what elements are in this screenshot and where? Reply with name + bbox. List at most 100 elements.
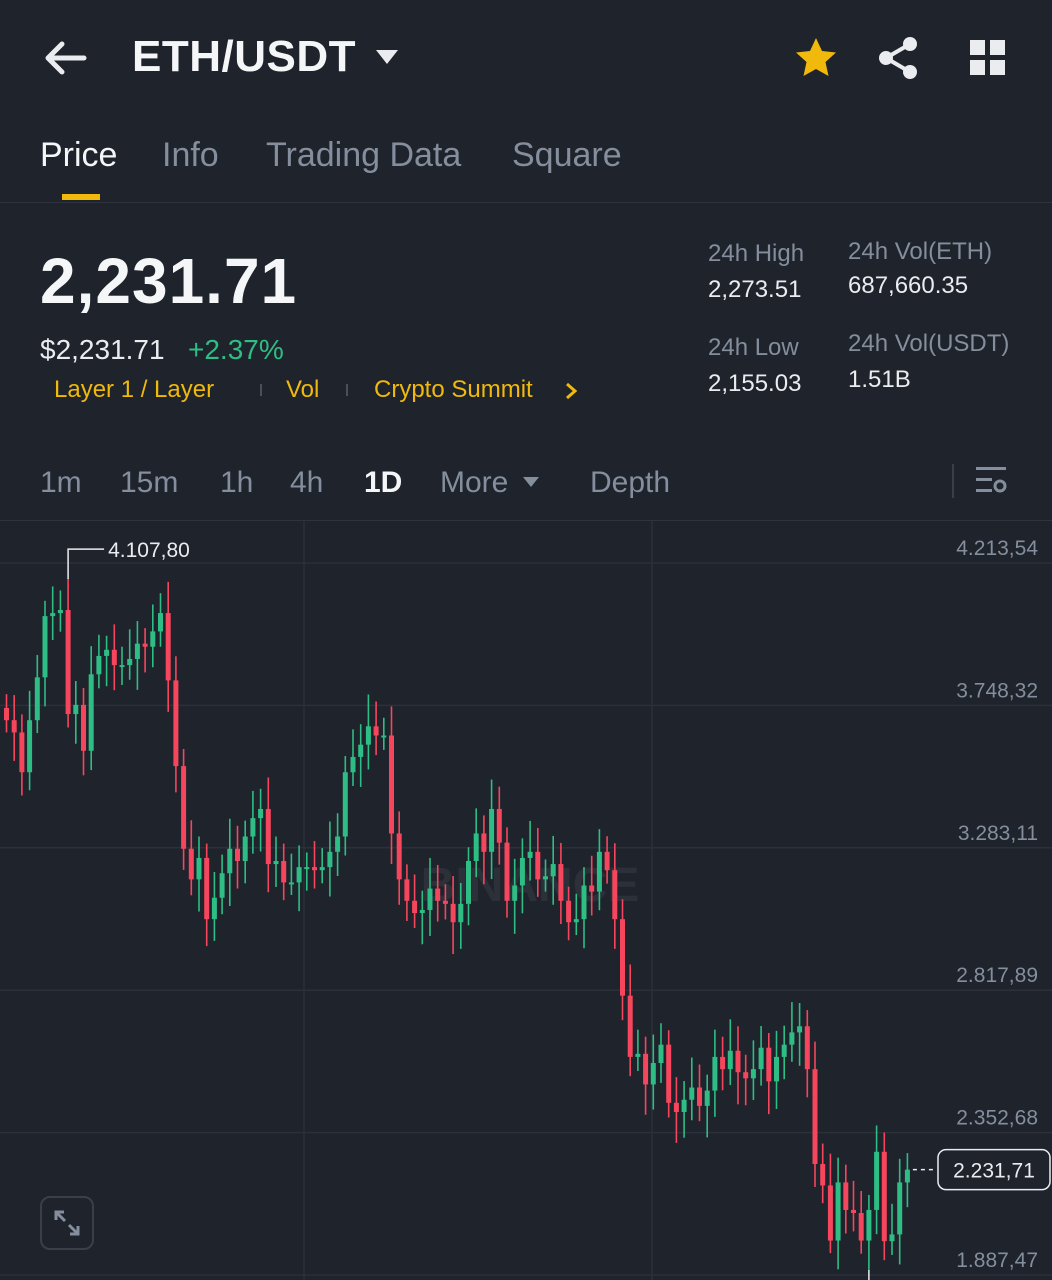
candle-body xyxy=(88,674,94,751)
candle-body xyxy=(627,995,633,1057)
vol-base-label: 24h Vol(ETH) xyxy=(848,238,993,265)
candle-body xyxy=(527,851,533,858)
candle-body xyxy=(697,1087,702,1106)
chevron-right-icon[interactable] xyxy=(564,382,578,400)
caret-down-icon[interactable] xyxy=(522,476,540,488)
candle-body xyxy=(820,1164,826,1186)
candle-body xyxy=(281,860,287,883)
candle-body xyxy=(273,860,279,865)
candle-body xyxy=(134,643,140,659)
candle-body xyxy=(766,1047,772,1082)
candle-body xyxy=(758,1047,764,1070)
candle-body xyxy=(658,1044,664,1064)
candle-body xyxy=(450,903,456,923)
last-price: 2,231.71 xyxy=(40,245,298,317)
candle-body xyxy=(396,833,402,880)
candle-body xyxy=(150,631,156,647)
candle-body xyxy=(897,1182,903,1235)
candle-body xyxy=(235,848,240,861)
chart-markers: 4.107,80 1.993,20 2.231,71 xyxy=(67,539,1051,1280)
depth-tab[interactable]: Depth xyxy=(590,466,671,499)
y-tick-label: 2.817,89 xyxy=(956,964,1038,987)
low-value: 2,155.03 xyxy=(708,370,802,397)
candle-body xyxy=(835,1182,841,1241)
candle-body xyxy=(319,867,325,871)
candle-body xyxy=(673,1102,679,1112)
candle-body xyxy=(419,909,425,914)
expand-button[interactable] xyxy=(40,1196,94,1250)
candle-body xyxy=(435,888,441,901)
candle-body xyxy=(858,1213,864,1241)
tab-trading-data[interactable]: Trading Data xyxy=(266,136,462,174)
tag-divider xyxy=(346,384,348,396)
candle-body xyxy=(57,609,63,614)
candle-body xyxy=(804,1026,810,1070)
interval-15m[interactable]: 15m xyxy=(120,466,179,499)
candle-body xyxy=(866,1209,872,1241)
grid-icon[interactable] xyxy=(968,38,1008,78)
candle-body xyxy=(889,1234,895,1242)
candle-body xyxy=(596,851,602,892)
candle-body xyxy=(27,720,33,773)
tab-square[interactable]: Square xyxy=(512,136,622,174)
candle-body xyxy=(458,903,464,923)
candle-body xyxy=(612,870,618,920)
candle-body xyxy=(204,857,210,920)
candle-body xyxy=(519,857,525,886)
high-label: 24h High xyxy=(708,240,805,267)
candle-body xyxy=(874,1151,880,1210)
candle-body xyxy=(635,1053,641,1057)
candle-body xyxy=(789,1032,795,1045)
low-marker-label: 1.993,20 xyxy=(745,1278,827,1280)
candle-body xyxy=(335,836,341,852)
interval-1m[interactable]: 1m xyxy=(40,466,82,499)
arrow-left-icon[interactable] xyxy=(40,36,90,80)
candle-body xyxy=(96,655,102,675)
candle-body xyxy=(242,836,248,861)
tab-price[interactable]: Price xyxy=(40,136,118,174)
candle-body xyxy=(481,833,487,852)
candle-body xyxy=(188,848,194,880)
candle-body xyxy=(812,1069,818,1165)
candle-body xyxy=(681,1099,687,1112)
divider xyxy=(952,464,954,498)
interval-4h[interactable]: 4h xyxy=(290,466,324,499)
tab-bar: Price Info Trading Data Square xyxy=(0,118,1052,203)
candle-body xyxy=(827,1185,833,1241)
pair-title[interactable]: ETH/USDT xyxy=(132,32,356,81)
y-tick-label: 3.748,32 xyxy=(956,679,1038,702)
candle-body xyxy=(558,864,564,901)
candle-body xyxy=(735,1050,741,1073)
interval-1d[interactable]: 1D xyxy=(364,466,403,499)
tab-info[interactable]: Info xyxy=(162,136,219,174)
candle-body xyxy=(373,726,379,736)
share-icon[interactable] xyxy=(874,34,922,82)
tag-layer1[interactable]: Layer 1 / Layer xyxy=(54,376,215,403)
tag-crypto-summit[interactable]: Crypto Summit xyxy=(374,376,533,403)
candle-body xyxy=(650,1063,656,1085)
chart-settings-icon[interactable] xyxy=(974,464,1008,498)
candle-body xyxy=(4,707,9,721)
candle-body xyxy=(19,732,25,773)
candle-body xyxy=(881,1151,887,1242)
candlestick-chart[interactable]: BINANCE 4.213,543.748,323.283,112.817,89… xyxy=(0,521,1052,1280)
more-intervals[interactable]: More xyxy=(440,466,509,499)
candles xyxy=(4,579,910,1270)
tag-divider xyxy=(260,384,262,396)
candle-body xyxy=(265,808,271,865)
candle-body xyxy=(666,1044,672,1103)
high-marker-label: 4.107,80 xyxy=(108,539,190,562)
candle-body xyxy=(381,735,387,738)
caret-down-icon[interactable] xyxy=(374,48,400,66)
last-price-label: 2.231,71 xyxy=(953,1160,1035,1183)
candle-body xyxy=(550,864,556,877)
tag-vol[interactable]: Vol xyxy=(286,376,320,403)
interval-1h[interactable]: 1h xyxy=(220,466,254,499)
star-icon[interactable] xyxy=(792,34,840,82)
candle-body xyxy=(211,897,217,920)
candle-body xyxy=(427,888,433,910)
price-axis: 4.213,54 3.748,32 3.283,11 2.817,89 2.352,68… xyxy=(956,537,1038,1272)
candle-body xyxy=(127,658,133,666)
candle-body xyxy=(712,1056,718,1091)
candle-body xyxy=(219,873,225,898)
